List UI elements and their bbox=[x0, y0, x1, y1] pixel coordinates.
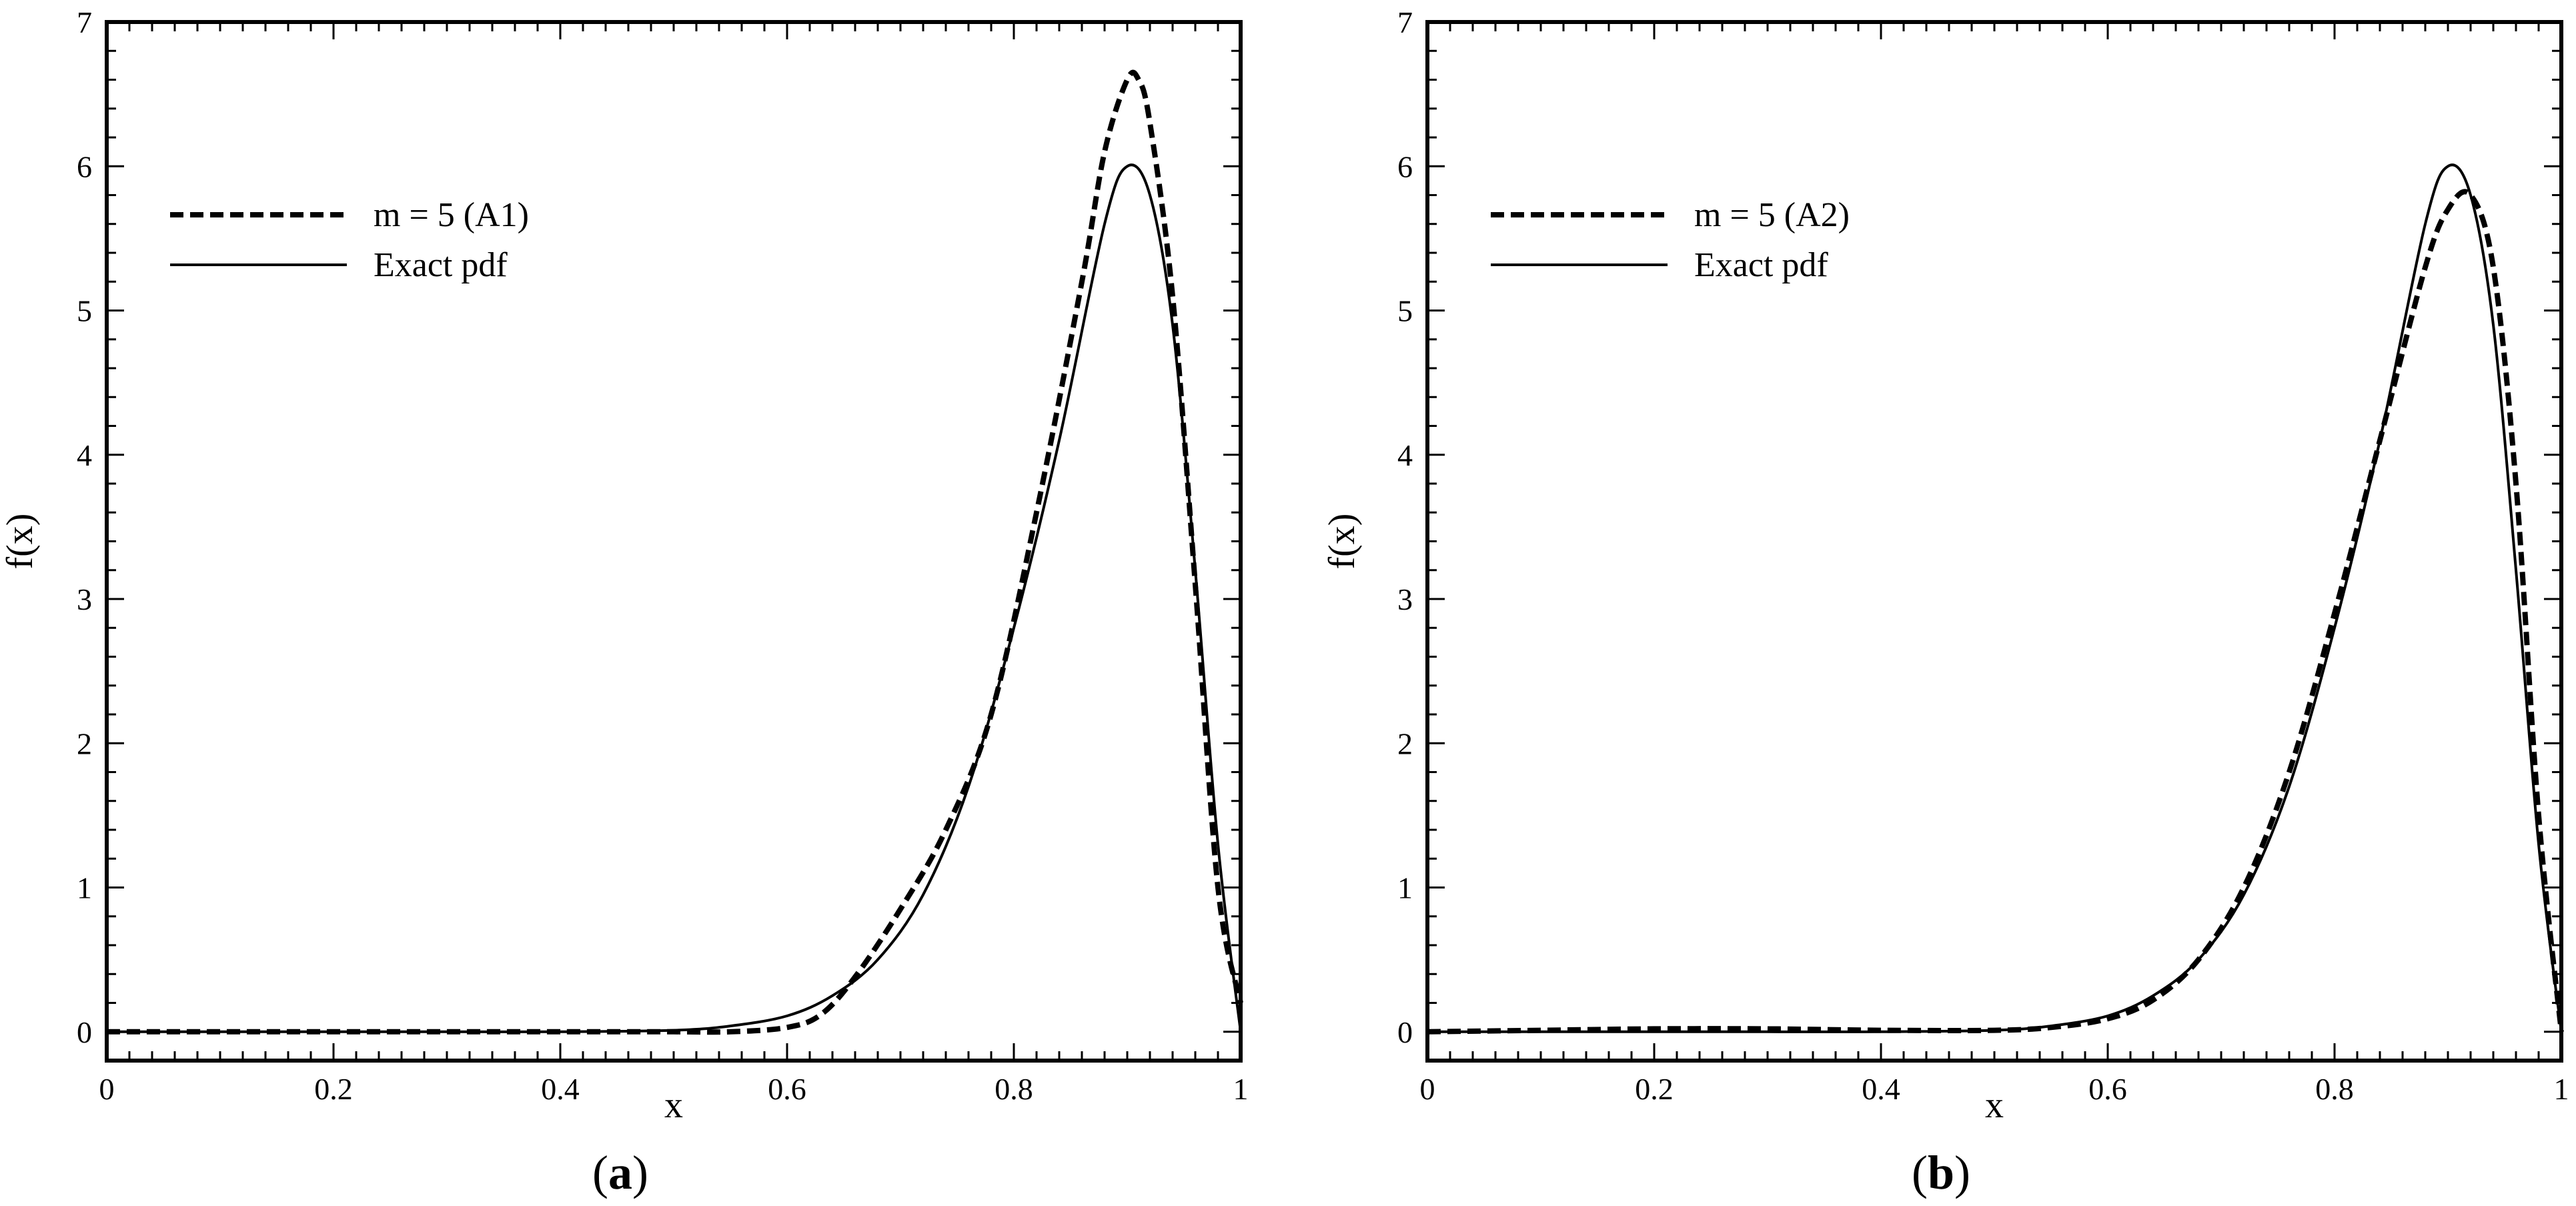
x-tick-label: 1 bbox=[1233, 1072, 1249, 1106]
x-tick-label: 0.8 bbox=[2315, 1072, 2354, 1106]
chart-panel-b: 0 0.2 0.4 0.6 0.8 1 0 1 2 3 4 5 6 7 x f(x) m = 5 (A2) Exa… bbox=[1321, 5, 2569, 1199]
panel-label: (a) bbox=[592, 1146, 648, 1199]
series-line-dashed bbox=[1427, 189, 2564, 1035]
panel-label: (b) bbox=[1912, 1146, 1970, 1199]
x-tick-label: 0 bbox=[99, 1072, 115, 1106]
chart-panel-a: 0 0.2 0.4 0.6 0.8 1 0 1 2 3 4 5 6 7 x f(x) m = 5 (A1) Exa… bbox=[0, 5, 1249, 1199]
x-tick-label: 0.6 bbox=[768, 1072, 806, 1106]
y-tick-label: 5 bbox=[77, 294, 92, 328]
y-tick-label: 2 bbox=[77, 726, 92, 760]
y-tick-label: 6 bbox=[77, 149, 92, 183]
x-axis-label: x bbox=[1985, 1085, 2004, 1126]
legend-label: m = 5 (A1) bbox=[374, 196, 529, 234]
plot-frame bbox=[1425, 20, 2563, 1063]
y-tick-label: 3 bbox=[77, 582, 92, 616]
x-tick-label: 0.4 bbox=[1862, 1072, 1900, 1106]
series-line-solid bbox=[107, 163, 1242, 1033]
x-axis-label: x bbox=[664, 1085, 683, 1126]
y-tick-label: 0 bbox=[1397, 1015, 1413, 1049]
y-tick-label: 4 bbox=[1397, 438, 1413, 472]
legend-label: Exact pdf bbox=[374, 246, 508, 284]
y-tick-label: 1 bbox=[1397, 871, 1413, 905]
plot-frame bbox=[105, 20, 1243, 1063]
y-tick-label: 7 bbox=[1397, 5, 1413, 39]
x-tick-label: 0.6 bbox=[2088, 1072, 2127, 1106]
legend-label: m = 5 (A2) bbox=[1694, 196, 1850, 234]
x-tick-label: 0 bbox=[1420, 1072, 1435, 1106]
x-tick-label: 0.2 bbox=[314, 1072, 353, 1106]
y-tick-label: 1 bbox=[77, 871, 92, 905]
x-tick-label: 0.2 bbox=[1635, 1072, 1674, 1106]
y-tick-label: 7 bbox=[77, 5, 92, 39]
y-axis-label: f(x) bbox=[1321, 514, 1363, 570]
x-tick-label: 1 bbox=[2554, 1072, 2569, 1106]
series-line-solid bbox=[1427, 163, 2563, 1033]
y-axis-label: f(x) bbox=[0, 514, 41, 570]
x-tick-label: 0.8 bbox=[995, 1072, 1033, 1106]
y-tick-label: 0 bbox=[77, 1015, 92, 1049]
y-tick-label: 3 bbox=[1397, 582, 1413, 616]
y-tick-label: 4 bbox=[77, 438, 92, 472]
y-tick-label: 6 bbox=[1397, 149, 1413, 183]
y-tick-label: 2 bbox=[1397, 726, 1413, 760]
y-tick-label: 5 bbox=[1397, 294, 1413, 328]
legend-label: Exact pdf bbox=[1694, 246, 1828, 284]
x-tick-label: 0.4 bbox=[541, 1072, 580, 1106]
